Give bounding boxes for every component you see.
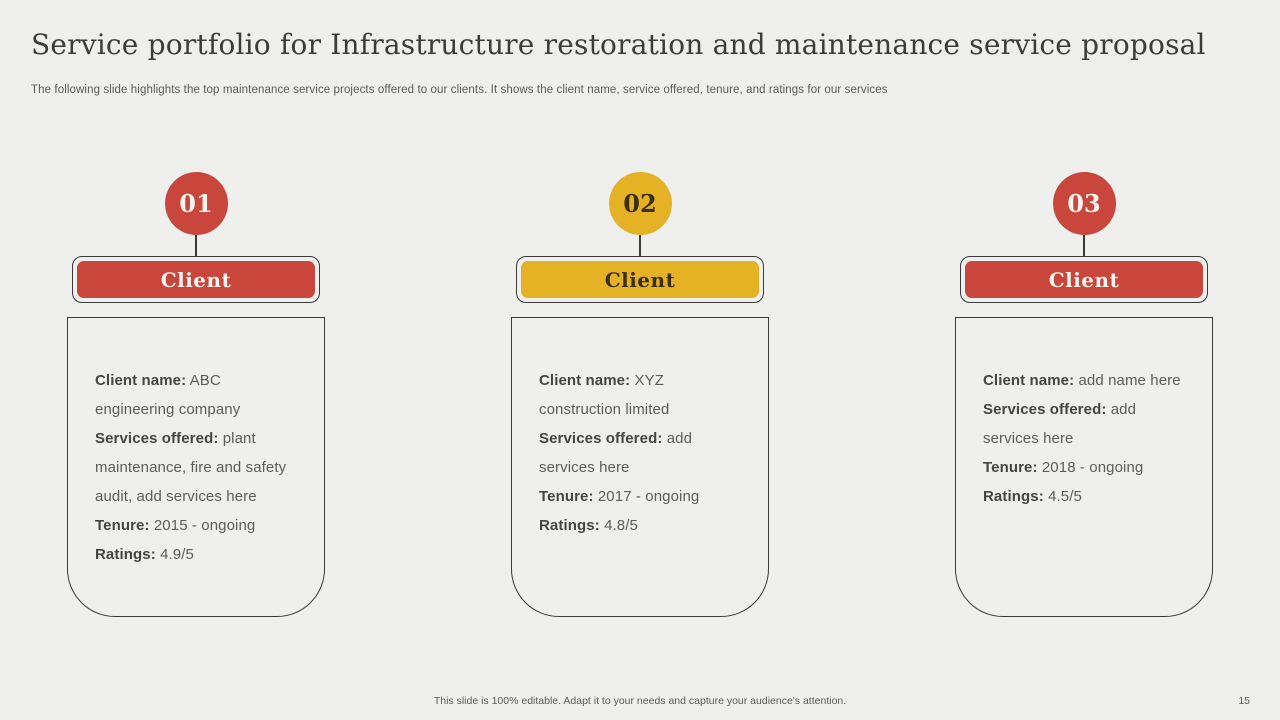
client-badge-fill: Client (521, 261, 759, 298)
step-number-circle-2: 02 (608, 172, 672, 235)
step-number-circle-3: 03 (1052, 172, 1116, 235)
detail-value: ABC engineering company (95, 372, 241, 418)
detail-label: Services offered: (983, 401, 1107, 418)
client-badge-label: Client (160, 267, 232, 292)
detail-label: Ratings: (983, 488, 1044, 505)
detail-ratings: Ratings: 4.5/5 (983, 482, 1190, 511)
client-column-2: 02 Client Client name: XYZ construction … (511, 172, 769, 617)
client-card-3: Client name: add name here Services offe… (955, 317, 1213, 617)
client-badge-label: Client (1048, 267, 1120, 292)
step-number-label: 02 (623, 189, 657, 218)
detail-value: 4.9/5 (155, 546, 194, 563)
detail-label: Client name: (983, 372, 1075, 389)
step-number-circle-1: 01 (164, 172, 228, 235)
detail-tenure: Tenure: 2018 - ongoing (983, 453, 1190, 482)
detail-tenure: Tenure: 2015 - ongoing (95, 511, 302, 540)
footer-note: This slide is 100% editable. Adapt it to… (433, 695, 847, 707)
client-card-1: Client name: ABC engineering company Ser… (67, 317, 325, 617)
detail-label: Ratings: (95, 546, 156, 563)
detail-ratings: Ratings: 4.9/5 (95, 540, 302, 569)
detail-client-name: Client name: ABC engineering company (95, 366, 302, 424)
detail-label: Services offered: (95, 430, 219, 447)
detail-services-offered: Services offered: add services here (539, 424, 746, 482)
detail-value: add services here (539, 430, 693, 476)
detail-label: Services offered: (539, 430, 663, 447)
client-badge-fill: Client (77, 261, 315, 298)
detail-label: Ratings: (539, 517, 600, 534)
detail-label: Client name: (95, 372, 187, 389)
client-column-1: 01 Client Client name: ABC engineering c… (67, 172, 325, 617)
detail-client-name: Client name: add name here (983, 366, 1190, 395)
detail-value: XYZ construction limited (539, 372, 670, 418)
detail-value: add services here (983, 401, 1137, 447)
detail-client-name: Client name: XYZ construction limited (539, 366, 746, 424)
page-title: Service portfolio for Infrastructure res… (31, 28, 1206, 61)
client-column-3: 03 Client Client name: add name here Ser… (955, 172, 1213, 617)
step-number-label: 01 (179, 189, 213, 218)
detail-value: 2015 - ongoing (149, 517, 256, 534)
detail-services-offered: Services offered: plant maintenance, fir… (95, 424, 302, 511)
client-card-2: Client name: XYZ construction limited Se… (511, 317, 769, 617)
connector-line (639, 235, 641, 256)
client-badge-label: Client (604, 267, 676, 292)
page-number: 15 (1238, 695, 1250, 707)
detail-label: Tenure: (95, 517, 150, 534)
client-badge-2: Client (516, 256, 764, 303)
client-badge-fill: Client (965, 261, 1203, 298)
detail-tenure: Tenure: 2017 - ongoing (539, 482, 746, 511)
connector-line (195, 235, 197, 256)
client-badge-1: Client (72, 256, 320, 303)
detail-label: Client name: (539, 372, 631, 389)
connector-line (1083, 235, 1085, 256)
page-subtitle: The following slide highlights the top m… (31, 84, 888, 96)
detail-value: plant maintenance, fire and safety audit… (95, 430, 287, 505)
detail-label: Tenure: (983, 459, 1038, 476)
detail-value: 2017 - ongoing (593, 488, 700, 505)
detail-value: add name here (1074, 372, 1181, 389)
client-badge-3: Client (960, 256, 1208, 303)
step-number-label: 03 (1067, 189, 1101, 218)
detail-value: 4.5/5 (1043, 488, 1082, 505)
detail-value: 4.8/5 (599, 517, 638, 534)
detail-services-offered: Services offered: add services here (983, 395, 1190, 453)
detail-ratings: Ratings: 4.8/5 (539, 511, 746, 540)
detail-value: 2018 - ongoing (1037, 459, 1144, 476)
detail-label: Tenure: (539, 488, 594, 505)
